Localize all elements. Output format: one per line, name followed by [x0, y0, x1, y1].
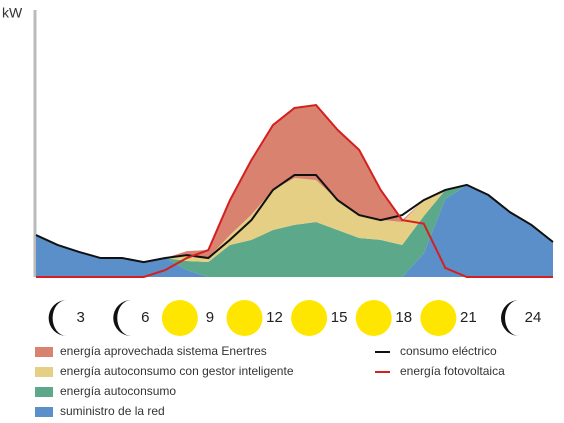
- area: [36, 184, 553, 277]
- x-tick-label: 15: [331, 309, 348, 326]
- y-axis-label: kW: [2, 5, 23, 21]
- x-tick-label: 24: [525, 309, 542, 326]
- legend-swatch: [35, 347, 53, 357]
- legend-swatch: [35, 367, 53, 377]
- legend-label: energía autoconsumo: [60, 384, 176, 398]
- moon-icon: [113, 300, 132, 336]
- sun-icon: [161, 300, 198, 336]
- legend-swatch: [35, 407, 53, 417]
- moon-icon: [501, 300, 519, 336]
- x-tick-label: 6: [141, 309, 149, 326]
- x-tick-label: 9: [206, 309, 214, 326]
- area: [36, 184, 553, 277]
- legend-label: energía aprovechada sistema Enertres: [60, 344, 267, 358]
- x-tick-label: 3: [76, 309, 84, 326]
- legend-swatch: [35, 387, 53, 397]
- sun-icon: [226, 300, 263, 336]
- sun-icon: [291, 300, 328, 336]
- legend-label: consumo eléctrico: [400, 344, 497, 358]
- line: [35, 174, 554, 264]
- legend-label: energía fotovoltaica: [400, 364, 505, 378]
- x-tick-label: 12: [266, 309, 283, 326]
- sun-icon: [420, 300, 457, 336]
- area: [36, 177, 553, 263]
- sun-icon: [355, 300, 392, 336]
- x-tick-label: 18: [395, 309, 412, 326]
- legend-label: energía autoconsumo con gestor inteligen…: [60, 364, 294, 378]
- x-tick-label: 21: [460, 309, 477, 326]
- line: [36, 103, 553, 278]
- moon-icon: [48, 300, 67, 336]
- area: [36, 105, 553, 263]
- legend-label: suministro de la red: [60, 404, 165, 418]
